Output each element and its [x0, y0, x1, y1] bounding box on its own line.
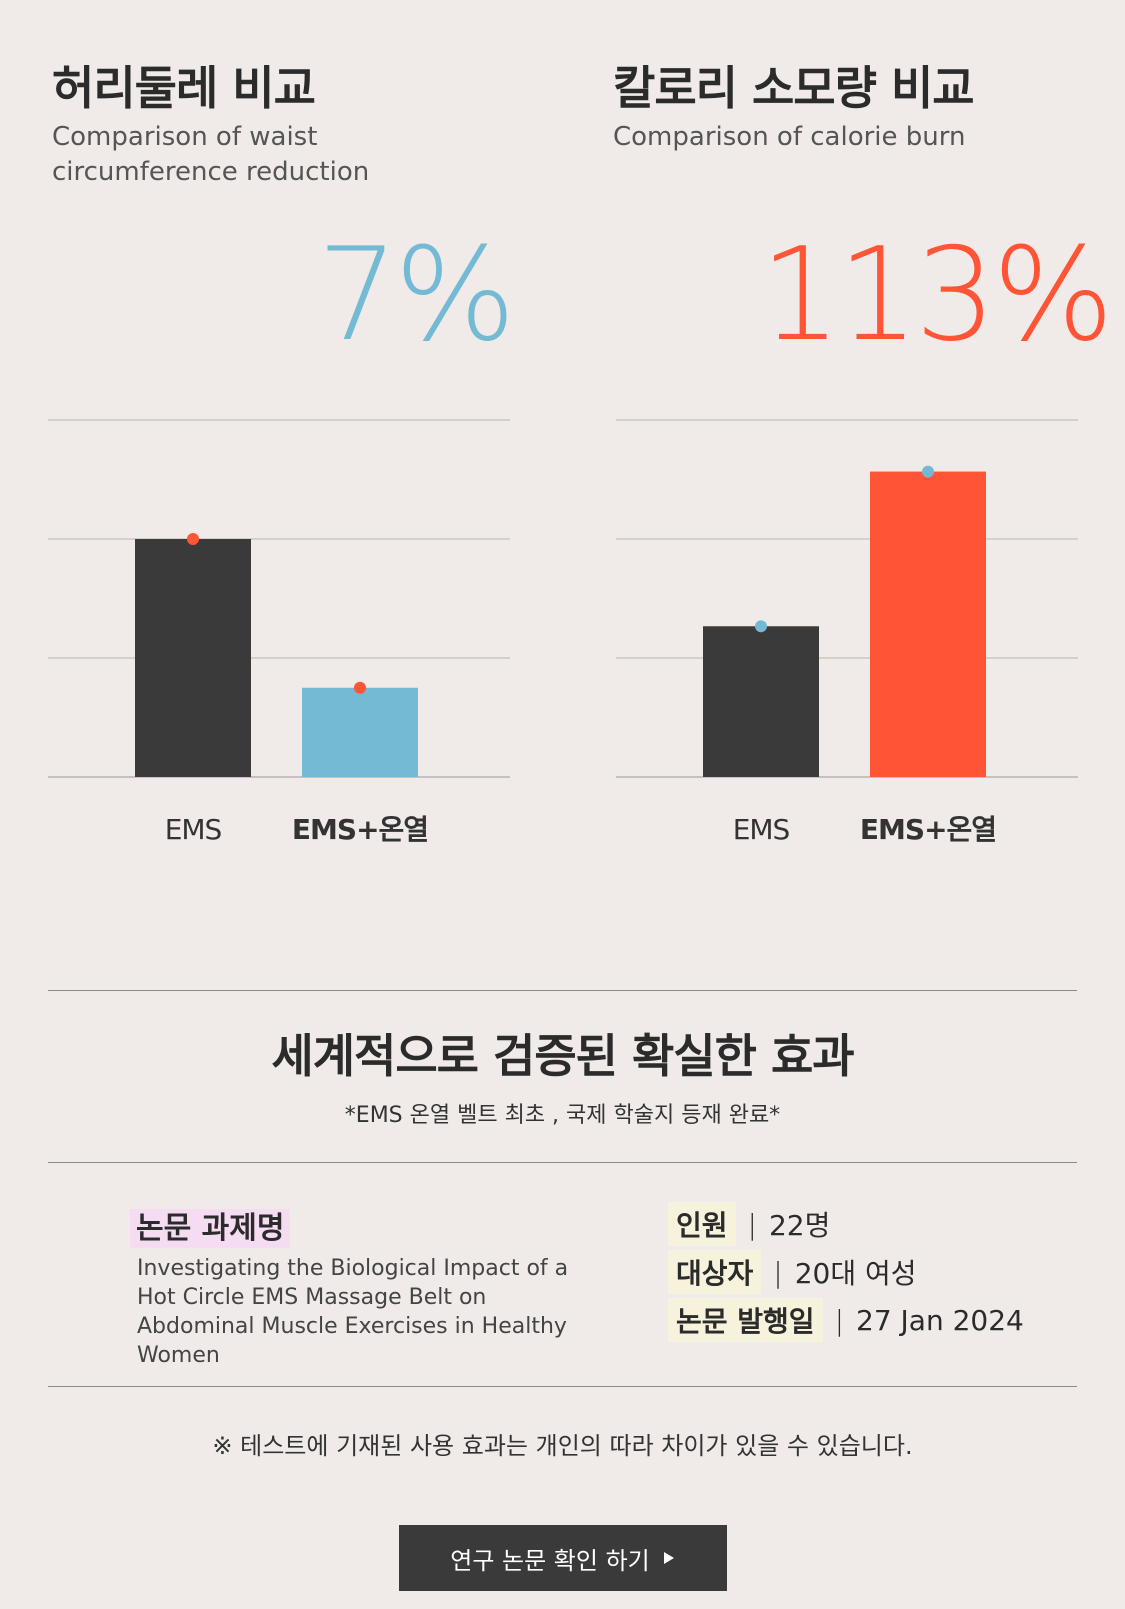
info-row-publish-date: 논문 발행일 | 27 Jan 2024	[668, 1298, 1024, 1342]
disclaimer-notice: ※ 테스트에 기재된 사용 효과는 개인의 따라 차이가 있을 수 있습니다.	[212, 1432, 913, 1460]
info-value: 27 Jan 2024	[856, 1303, 1024, 1337]
play-triangle-icon	[663, 1552, 674, 1564]
paper-label-wrap: 논문 과제명	[130, 1203, 291, 1248]
divider-bottom	[48, 1386, 1077, 1387]
info-separator: |	[747, 1207, 757, 1241]
category-label: EMS+온열	[292, 813, 428, 846]
info-key: 대상자	[668, 1250, 762, 1294]
info-row-participants: 인원 | 22명	[668, 1202, 1024, 1246]
calorie-highlight-percent: 113%	[760, 221, 1114, 370]
bar-top-dot	[187, 533, 199, 545]
calorie-chart-subtitle: Comparison of calorie burn	[613, 122, 966, 152]
paper-info-list: 인원 | 22명 대상자 | 20대 여성 논문 발행일 | 27 Jan 20…	[668, 1202, 1024, 1342]
category-label: EMS	[165, 813, 222, 846]
info-key: 논문 발행일	[668, 1298, 823, 1342]
info-separator: |	[773, 1255, 783, 1289]
divider-top	[48, 990, 1077, 991]
paper-title: Investigating the Biological Impact of a…	[137, 1256, 569, 1368]
bar-ems-heat	[870, 471, 986, 777]
calorie-bar-chart: EMS EMS+온열	[616, 419, 1078, 846]
waist-chart-subtitle: Comparison of waist circumference reduct…	[52, 122, 370, 187]
bar-ems-heat	[302, 687, 418, 777]
category-label: EMS+온열	[860, 813, 996, 846]
paper-label: 논문 과제명	[130, 1209, 291, 1248]
bar-top-dot	[755, 620, 767, 633]
bar-ems	[135, 539, 251, 777]
waist-highlight-percent: 7%	[316, 221, 516, 370]
category-label: EMS	[733, 813, 790, 846]
bar-top-dot	[922, 465, 934, 478]
bar-ems	[703, 626, 819, 777]
bar-top-dot	[354, 681, 366, 694]
section-subtitle: *EMS 온열 벨트 최초 , 국제 학술지 등재 완료*	[344, 1103, 781, 1128]
info-row-subjects: 대상자 | 20대 여성	[668, 1250, 1024, 1294]
info-value: 22명	[768, 1209, 831, 1242]
info-value: 20대 여성	[794, 1257, 917, 1290]
waist-chart-title: 허리둘레 비교	[52, 61, 316, 115]
view-paper-button[interactable]: 연구 논문 확인 하기	[399, 1525, 727, 1591]
calorie-chart-title: 칼로리 소모량 비교	[613, 61, 975, 115]
info-key: 인원	[668, 1202, 736, 1246]
waist-bar-chart: EMS EMS+온열	[48, 419, 510, 846]
info-separator: |	[834, 1303, 844, 1337]
view-paper-button-label: 연구 논문 확인 하기	[450, 1546, 650, 1575]
section-title: 세계적으로 검증된 확실한 효과	[271, 1029, 854, 1083]
divider-middle	[48, 1162, 1077, 1163]
